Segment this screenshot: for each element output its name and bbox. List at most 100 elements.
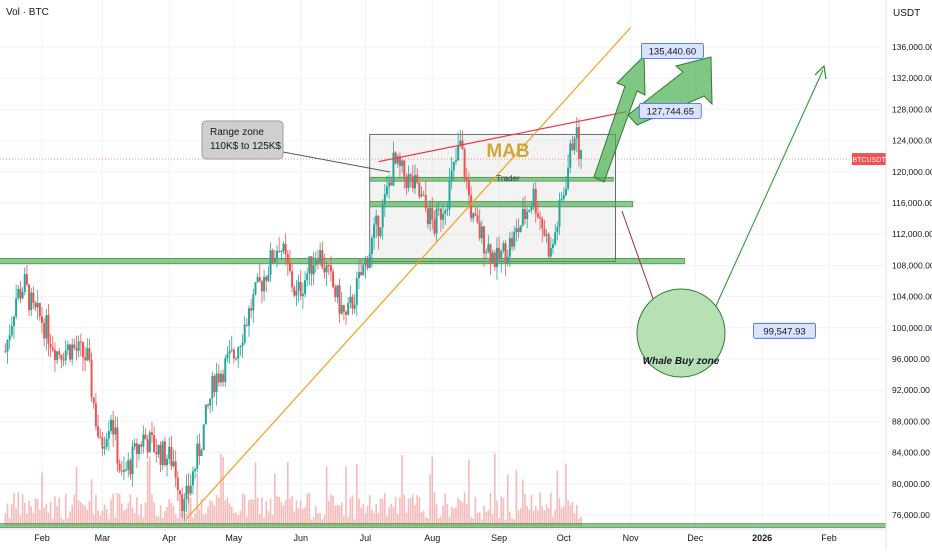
candle-body — [170, 446, 173, 467]
volume-bar — [153, 502, 155, 526]
volume-bar — [8, 517, 11, 526]
candle-body — [552, 244, 555, 249]
volume-bar — [28, 500, 30, 526]
candle-body — [271, 250, 274, 263]
candle-body — [560, 198, 563, 200]
time-axis[interactable]: Feb Mar Apr May Jun Jul Aug Sep Oct Nov Dec 2026 Feb — [0, 528, 886, 543]
candle-body — [444, 210, 447, 214]
price-label-box[interactable] — [638, 102, 702, 119]
volume-bar — [578, 518, 580, 526]
time-tick-label: Aug — [424, 533, 440, 543]
volume-bar — [470, 516, 472, 526]
candle-body — [125, 469, 128, 471]
candle-body — [523, 208, 526, 219]
volume-bar — [575, 504, 578, 526]
time-tick-label: Jun — [293, 533, 308, 543]
volume-bar — [297, 508, 300, 526]
candle-body — [159, 444, 162, 466]
candle-body — [519, 225, 522, 233]
volume-bar — [64, 493, 67, 526]
volume-bar — [556, 470, 559, 526]
candle-body — [495, 247, 498, 267]
volume-bar — [530, 494, 533, 526]
orange-uptrend[interactable] — [186, 27, 632, 520]
candle-body — [209, 398, 212, 406]
volume-bar — [95, 494, 97, 526]
candle-body — [260, 281, 263, 292]
candle-body — [105, 438, 108, 447]
candle-body — [284, 243, 287, 255]
candle-body — [241, 342, 244, 347]
volume-bar — [23, 503, 26, 526]
candle-body — [196, 443, 199, 469]
candle-body — [64, 350, 67, 361]
candle-body — [323, 267, 326, 273]
candle-body — [157, 444, 160, 455]
candle-body — [77, 341, 80, 351]
candle-body — [347, 303, 350, 315]
candle-body — [558, 199, 561, 227]
volume-bar — [506, 474, 509, 526]
volume-bar — [88, 501, 91, 526]
candle-body — [476, 215, 479, 223]
candle-body — [353, 304, 356, 309]
currency-label[interactable]: USDT — [893, 8, 920, 19]
volume-bar — [463, 492, 466, 526]
price-axis[interactable]: 76,000.00 80,000.00 84,000.00 88,000.00 92,0… — [885, 0, 932, 550]
candle-body — [304, 280, 307, 294]
volume-bar — [472, 518, 475, 526]
volume-bar — [56, 506, 58, 526]
range-zone-callout — [201, 120, 284, 160]
volume-bar — [358, 498, 360, 526]
candle-body — [224, 358, 227, 383]
volume-bar — [429, 474, 431, 526]
volume-bar — [373, 512, 375, 526]
price-label-box[interactable] — [641, 42, 704, 59]
volume-bar — [573, 513, 576, 526]
volume-bar — [209, 500, 211, 526]
symbol-legend[interactable]: Vol · BTC — [6, 7, 49, 18]
candle-body — [493, 252, 496, 267]
volume-bar — [164, 510, 166, 526]
price-label-box[interactable] — [753, 322, 816, 339]
volume-bar — [496, 500, 498, 526]
candle-body — [245, 324, 248, 326]
volume-bar — [15, 508, 17, 526]
price-tick-label: 80,000.00 — [892, 479, 930, 489]
volume-bar — [13, 492, 15, 526]
whale-zone-circle[interactable] — [636, 288, 726, 378]
volume-bar — [435, 504, 438, 526]
volume-bar — [155, 515, 158, 526]
up-arrow-line[interactable] — [699, 69, 824, 342]
projection-arrow-1[interactable] — [593, 54, 646, 183]
volume-bar — [347, 517, 349, 526]
candle-body — [301, 293, 304, 297]
candle-body — [28, 284, 31, 311]
candle-body — [409, 174, 412, 177]
candle-body — [431, 207, 434, 220]
volume-bar — [246, 516, 248, 526]
candle-body — [336, 285, 339, 298]
volume-bar — [172, 506, 175, 526]
volume-bar — [524, 493, 526, 526]
time-tick-label: Jul — [360, 533, 372, 543]
volume-bar — [54, 496, 56, 526]
volume-bar — [325, 466, 328, 526]
candle-body — [580, 150, 583, 159]
volume-bar — [522, 479, 524, 526]
time-tick-label: May — [225, 533, 243, 543]
price-tick-label: 120,000.00 — [892, 167, 932, 177]
bottom-zone — [0, 523, 890, 528]
volume-bar — [146, 461, 149, 526]
candle-body — [577, 127, 580, 159]
volume-bar — [215, 494, 218, 526]
volume-bar — [327, 501, 330, 526]
candle-body — [504, 243, 507, 263]
volume-bar — [82, 504, 84, 526]
volume-bar — [19, 515, 22, 526]
resistance-line[interactable] — [378, 111, 627, 163]
candle-body — [306, 273, 309, 281]
candle-body — [69, 344, 72, 360]
